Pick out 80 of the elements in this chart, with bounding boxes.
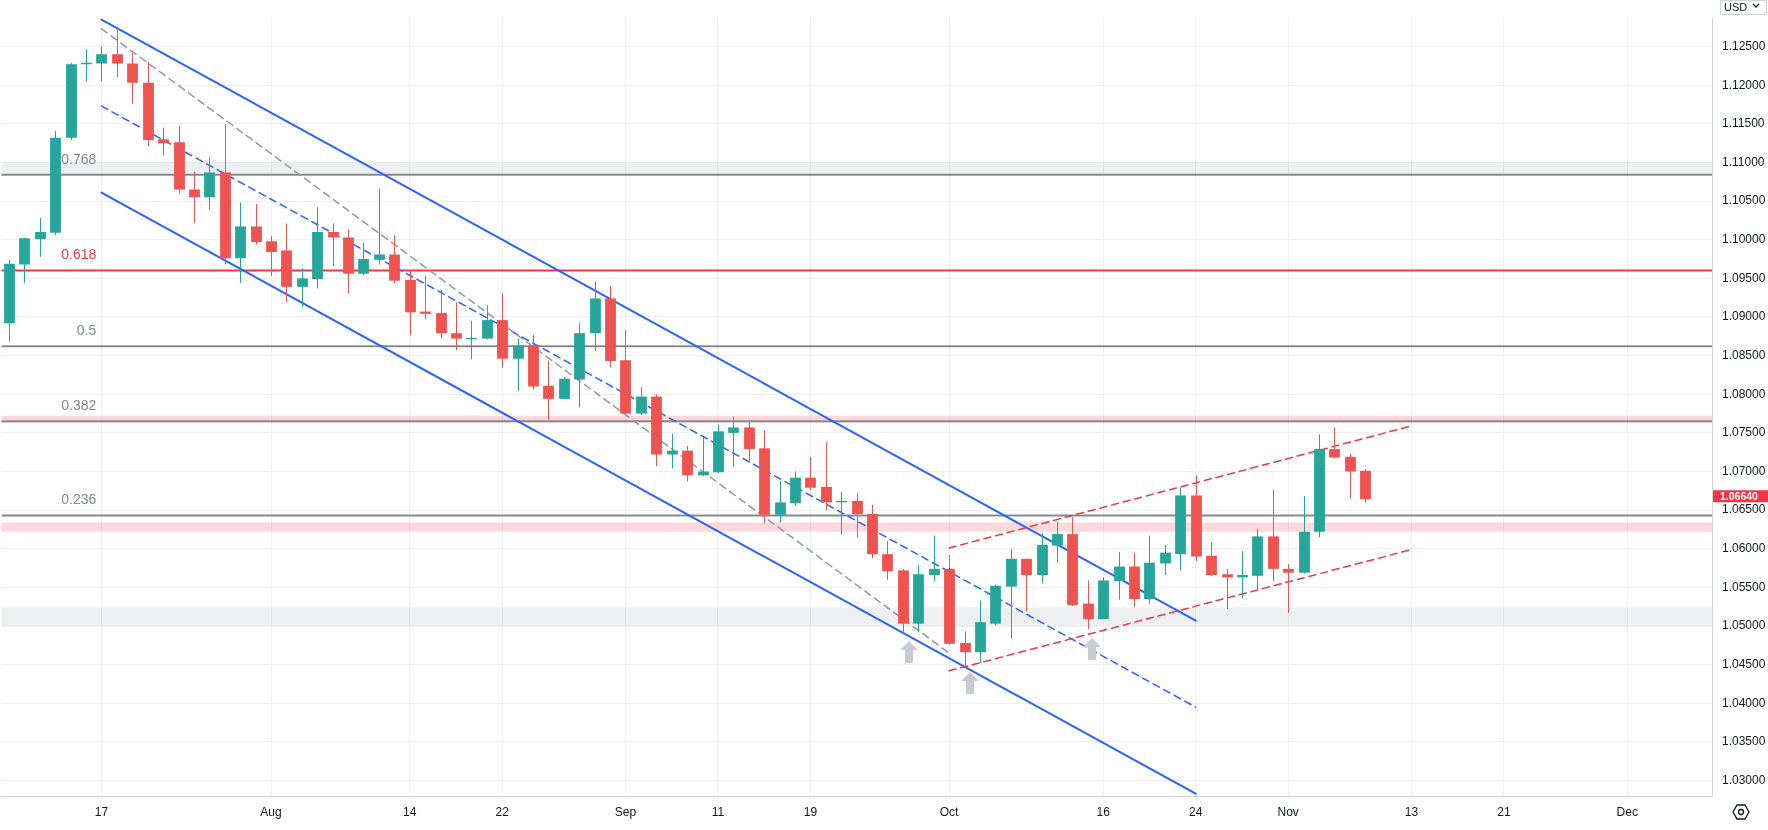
candlestick	[35, 217, 46, 258]
candlestick	[96, 46, 107, 82]
x-tick-label: Nov	[1277, 804, 1299, 819]
x-tick-label: Dec	[1616, 804, 1638, 819]
annotation: 0.5	[76, 322, 97, 339]
candlestick	[1283, 563, 1294, 614]
y-tick-label: 1.04000	[1722, 695, 1766, 710]
y-tick-label: 1.08500	[1722, 347, 1766, 362]
x-tick-label: Aug	[260, 804, 282, 819]
y-axis-title: USD	[1724, 1, 1748, 14]
candlestick	[728, 416, 739, 468]
candlestick	[297, 267, 308, 308]
y-tick-label: 1.10000	[1722, 232, 1766, 247]
y-tick-label: 1.07500	[1722, 425, 1766, 440]
candlestick	[821, 441, 832, 511]
annotation: 0.236	[61, 491, 97, 508]
x-tick-label: 19	[803, 804, 818, 819]
candlestick	[112, 25, 123, 78]
candlestick	[374, 188, 385, 265]
y-tick-label: 1.09500	[1722, 270, 1766, 285]
x-tick-label: 17	[94, 804, 109, 819]
candlestick	[1160, 544, 1171, 576]
y-tick-label: 1.04500	[1722, 656, 1766, 671]
y-tick-label: 1.06500	[1722, 502, 1766, 517]
candlestick	[482, 304, 493, 340]
y-tick-label: 1.08000	[1722, 386, 1766, 401]
candlestick	[436, 289, 447, 340]
candlestick	[1329, 426, 1340, 459]
text: 1.06640	[1720, 489, 1759, 502]
x-tick-label: Oct	[939, 804, 960, 819]
candlestick	[744, 420, 755, 463]
candlestick	[882, 540, 893, 581]
candlestick	[1222, 568, 1233, 610]
candlestick	[775, 480, 786, 523]
annotation: 0.382	[61, 397, 97, 414]
candlestick	[189, 171, 200, 224]
candlestick	[805, 456, 816, 491]
annotation: 0.768	[61, 150, 97, 167]
y-tick-label: 1.11500	[1722, 116, 1765, 131]
y-tick-label: 1.03500	[1722, 734, 1766, 749]
candlestick	[543, 360, 554, 421]
y-tick-label: 1.05000	[1722, 618, 1766, 633]
x-tick-label: 13	[1404, 804, 1419, 819]
candlestick	[251, 203, 262, 245]
candlestick	[1083, 579, 1094, 630]
y-tick-label: 1.12000	[1722, 77, 1766, 92]
x-tick-label: 22	[495, 804, 510, 819]
y-tick-label: 1.11000	[1722, 154, 1765, 169]
y-tick-label: 1.03000	[1722, 772, 1766, 787]
candlestick	[636, 386, 647, 416]
candlestick	[852, 492, 863, 538]
y-tick-label: 1.10500	[1722, 193, 1766, 208]
candlestick	[1206, 542, 1217, 577]
candlestick	[1114, 551, 1125, 601]
candlestick	[266, 235, 277, 277]
candlestick	[667, 433, 678, 469]
candlestick	[929, 535, 940, 582]
x-tick-label: 16	[1096, 804, 1111, 819]
y-tick-label: 1.09000	[1722, 309, 1766, 324]
candlestick	[1052, 521, 1063, 564]
y-tick-label: 1.06000	[1722, 541, 1766, 556]
candlestick	[1021, 558, 1032, 612]
x-tick-label: 21	[1497, 804, 1511, 819]
y-tick-label: 1.07000	[1722, 463, 1766, 478]
candlestick	[328, 222, 339, 267]
candlestick	[960, 630, 971, 668]
y-tick-label: 1.05500	[1722, 579, 1766, 594]
x-tick-label: Sep	[614, 804, 637, 819]
candlestick	[358, 242, 369, 276]
x-tick-label: 11	[711, 804, 725, 819]
candlestick	[513, 338, 524, 392]
candlestick	[451, 301, 462, 351]
candlestick	[559, 376, 570, 400]
annotation: 0.618	[61, 246, 97, 263]
y-tick-label: 1.12500	[1722, 38, 1766, 53]
candlestick	[158, 127, 169, 156]
candlestick	[1345, 453, 1356, 500]
x-tick-label: 14	[403, 804, 417, 819]
candlestick	[127, 52, 138, 105]
x-tick-label: 24	[1189, 804, 1203, 819]
